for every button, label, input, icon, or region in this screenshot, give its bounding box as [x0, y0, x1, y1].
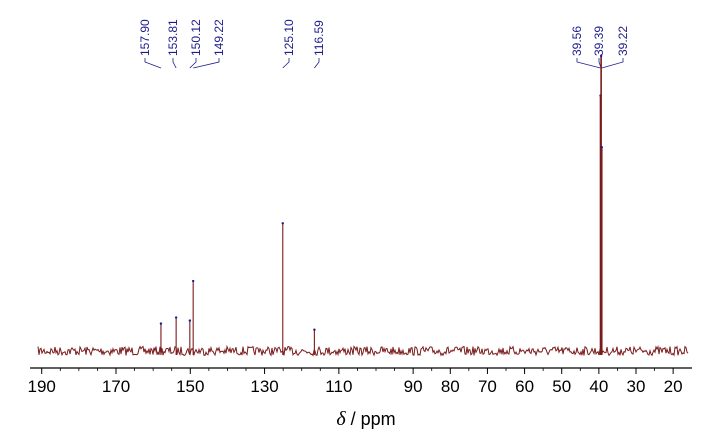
peak-marker: [599, 54, 603, 58]
x-tick-label: 150: [176, 377, 204, 396]
peak-label: 157.90: [138, 19, 152, 56]
peak-label: 39.22: [616, 26, 630, 56]
x-axis-label-unit: / ppm: [351, 409, 396, 429]
x-tick-label: 50: [552, 377, 571, 396]
x-axis-ticks: 190 170 150 130 110 90 80 70 60 50 40 30 20: [28, 368, 683, 396]
peak-label: 39.56: [570, 26, 584, 56]
peak-marker: [174, 316, 178, 319]
peak-marker: [600, 146, 603, 149]
x-axis-label-symbol: δ: [336, 408, 346, 430]
peak-label: 125.10: [282, 19, 296, 56]
peak-label-connector: [601, 58, 624, 69]
x-tick-label: 40: [589, 377, 608, 396]
peak-labels: 157.90 153.81 150.12 149.22 125.10 116.59 39.5…: [138, 19, 630, 69]
x-tick-label: 30: [627, 377, 646, 396]
peak-label: 39.39: [592, 26, 606, 56]
x-tick-label: 190: [28, 377, 56, 396]
peak-marker: [313, 328, 316, 331]
peak-label-connector: [282, 58, 290, 69]
x-tick-label: 60: [515, 377, 534, 396]
peak-label-connector: [314, 58, 320, 69]
x-tick-label: 90: [404, 377, 423, 396]
peak-label-connector: [144, 58, 162, 69]
x-tick-label: 110: [325, 377, 352, 396]
spectrum-trace: [37, 54, 689, 357]
x-tick-label: 20: [664, 377, 683, 396]
peak-label-connector: [172, 58, 177, 69]
peak-marker: [159, 322, 163, 325]
peak-label: 149.22: [212, 19, 226, 56]
x-axis-label: δ / ppm: [336, 408, 395, 430]
peak-marker: [281, 222, 284, 225]
x-tick-label: 70: [478, 377, 497, 396]
x-tick-label: 80: [441, 377, 460, 396]
peak-label-connector: [189, 58, 197, 69]
peak-label: 150.12: [189, 19, 203, 56]
peak-label: 153.81: [166, 19, 180, 56]
peak-label-connector: [576, 58, 601, 69]
x-tick-label: 170: [102, 377, 130, 396]
peak-label: 116.59: [312, 20, 326, 56]
peak-label-connector: [193, 58, 220, 69]
peak-marker: [188, 319, 192, 322]
x-tick-label: 130: [250, 377, 278, 396]
peak-marker: [191, 279, 195, 283]
spectrum-baseline-noise: [37, 344, 689, 357]
